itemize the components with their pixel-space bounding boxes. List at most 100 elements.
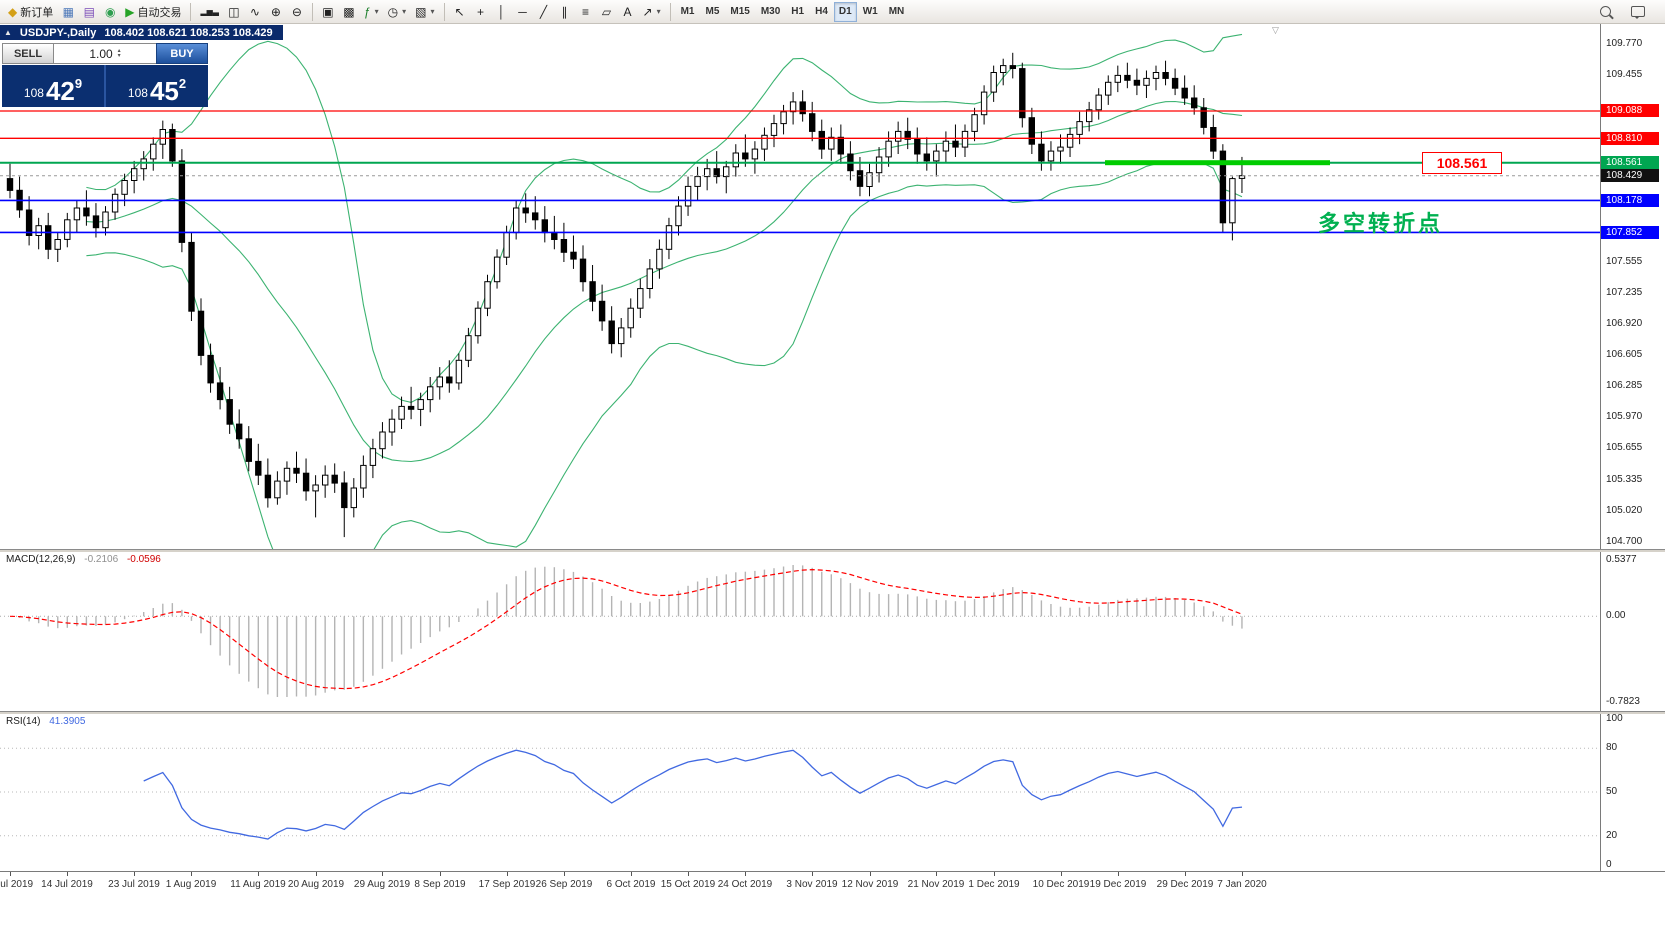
- time-tick-label: 14 Jul 2019: [41, 879, 93, 890]
- time-tick-label: 21 Nov 2019: [907, 879, 965, 890]
- candle: [1000, 65, 1007, 73]
- price-tag: 108.178: [1601, 193, 1659, 207]
- candle: [684, 185, 692, 207]
- candle: [1105, 81, 1112, 96]
- time-tick: [564, 872, 565, 876]
- macd-value: -0.2106: [84, 554, 119, 565]
- channel-button[interactable]: ∥: [555, 2, 575, 22]
- timeframe-m15-button[interactable]: M15: [725, 2, 754, 22]
- time-tick-label: 26 Sep 2019: [535, 879, 593, 890]
- new-order-button[interactable]: ◆ 新订单: [4, 2, 57, 22]
- timeframe-m5-button[interactable]: M5: [700, 2, 724, 22]
- candle: [121, 180, 128, 195]
- timeframe-w1-button[interactable]: W1: [858, 2, 883, 22]
- chart-overlay: 108.561 多空转折点: [0, 24, 1600, 549]
- price-tick: 105.335: [1606, 473, 1643, 485]
- autotrading-button[interactable]: ▶ 自动交易: [121, 2, 185, 22]
- search-button[interactable]: [1595, 2, 1615, 22]
- time-tick-label: 12 Nov 2019: [841, 879, 899, 890]
- candle: [226, 399, 233, 425]
- bar-chart-button[interactable]: ▂▅▃: [196, 2, 222, 22]
- cascade-windows-button[interactable]: ▩: [339, 2, 359, 22]
- fibonacci-button[interactable]: ≡: [576, 2, 596, 22]
- toolbar-separator: [443, 2, 445, 21]
- spin-up-icon[interactable]: ▴: [117, 47, 121, 54]
- candle: [665, 225, 673, 250]
- price-callout[interactable]: 108.561: [1422, 152, 1502, 174]
- sell-price-display[interactable]: 108 42 9: [2, 65, 104, 107]
- support-highlight-line[interactable]: [1105, 160, 1330, 166]
- candle: [579, 258, 587, 283]
- text-label-button[interactable]: A: [618, 2, 638, 22]
- templates-button[interactable]: ▧ ▾: [411, 2, 438, 22]
- pivot-note-text[interactable]: 多空转折点: [1318, 211, 1444, 236]
- buy-button[interactable]: BUY: [156, 43, 208, 64]
- vertical-line-button[interactable]: │: [492, 2, 512, 22]
- panel-divider[interactable]: [0, 711, 1665, 714]
- macd-panel-canvas[interactable]: [0, 551, 1600, 711]
- panel-divider[interactable]: [0, 549, 1665, 552]
- candle: [436, 376, 444, 388]
- rsi-line: [143, 749, 1243, 840]
- tile-windows-button[interactable]: ▣: [318, 2, 338, 22]
- timeframe-m1-button[interactable]: M1: [676, 2, 700, 22]
- buy-price-sup: 2: [178, 76, 187, 91]
- candle: [904, 130, 911, 140]
- candle: [837, 136, 844, 155]
- price-tick: 106.920: [1606, 317, 1643, 329]
- candle: [169, 129, 176, 162]
- candle: [541, 219, 548, 234]
- candle: [188, 241, 195, 312]
- community-chat-button[interactable]: [1627, 2, 1649, 22]
- cursor-button[interactable]: ↖: [450, 2, 470, 22]
- candle: [322, 474, 329, 486]
- candle: [360, 464, 367, 489]
- indicators-button[interactable]: ƒ ▾: [360, 2, 383, 22]
- volume-input[interactable]: 1.00 ▴ ▾: [54, 43, 156, 64]
- price-chart-canvas[interactable]: [0, 24, 1600, 549]
- timeframe-h1-button[interactable]: H1: [786, 2, 809, 22]
- zoom-in-button[interactable]: ⊕: [266, 2, 286, 22]
- sell-button[interactable]: SELL: [2, 43, 54, 64]
- time-tick: [10, 872, 11, 876]
- candle: [656, 248, 663, 270]
- candle: [895, 130, 902, 142]
- candle: [427, 386, 434, 401]
- crosshair-button[interactable]: +: [471, 2, 491, 22]
- one-click-collapse-icon[interactable]: ▲: [4, 28, 12, 37]
- spin-down-icon[interactable]: ▾: [117, 52, 121, 59]
- profiles-button[interactable]: ▤: [79, 2, 99, 22]
- trade-panel-price-divider: [104, 65, 106, 107]
- timeframe-mn-button[interactable]: MN: [884, 2, 910, 22]
- price-axis[interactable]: 109.770 109.455 107.555 107.235 106.920 106.6…: [1600, 24, 1665, 871]
- trendline-button[interactable]: ╱: [534, 2, 554, 22]
- line-chart-button[interactable]: ∿: [245, 2, 265, 22]
- channel-icon: ∥: [561, 4, 568, 19]
- timeframe-m30-button[interactable]: M30: [756, 2, 785, 22]
- bar-chart-icon: ▂▅▃: [200, 6, 219, 16]
- timeframe-d1-button[interactable]: D1: [833, 1, 857, 22]
- timeframe-h4-button[interactable]: H4: [810, 2, 833, 22]
- rsi-name: RSI(14): [6, 716, 41, 727]
- chart-shift-marker[interactable]: ▽: [1272, 25, 1279, 35]
- time-axis[interactable]: 4 Jul 2019 14 Jul 2019 23 Jul 2019 1 Aug 20…: [0, 871, 1665, 896]
- rsi-panel-canvas[interactable]: [0, 713, 1600, 871]
- time-tick-label: 15 Oct 2019: [660, 879, 716, 890]
- data-window-button[interactable]: ◉: [100, 2, 120, 22]
- candle: [1191, 97, 1198, 109]
- shapes-button[interactable]: ▱: [597, 2, 617, 22]
- price-tick: 109.455: [1606, 68, 1643, 80]
- buy-price-display[interactable]: 108 45 2: [106, 65, 208, 107]
- zoom-out-button[interactable]: ⊖: [287, 2, 307, 22]
- periods-button[interactable]: ◷ ▾: [384, 2, 411, 22]
- horizontal-line-button[interactable]: ─: [513, 2, 533, 22]
- new-chart-button[interactable]: ▦: [58, 2, 78, 22]
- data-window-icon: ◉: [104, 4, 116, 19]
- arrows-button[interactable]: ↗ ▾: [639, 2, 665, 22]
- candlestick-chart-button[interactable]: ◫: [224, 2, 244, 22]
- timeframe-m15-button-label: M15: [730, 6, 750, 17]
- volume-spinner[interactable]: ▴ ▾: [117, 47, 121, 59]
- arrows-icon: ↗: [642, 4, 653, 19]
- candle: [1133, 79, 1141, 86]
- candle: [64, 219, 71, 240]
